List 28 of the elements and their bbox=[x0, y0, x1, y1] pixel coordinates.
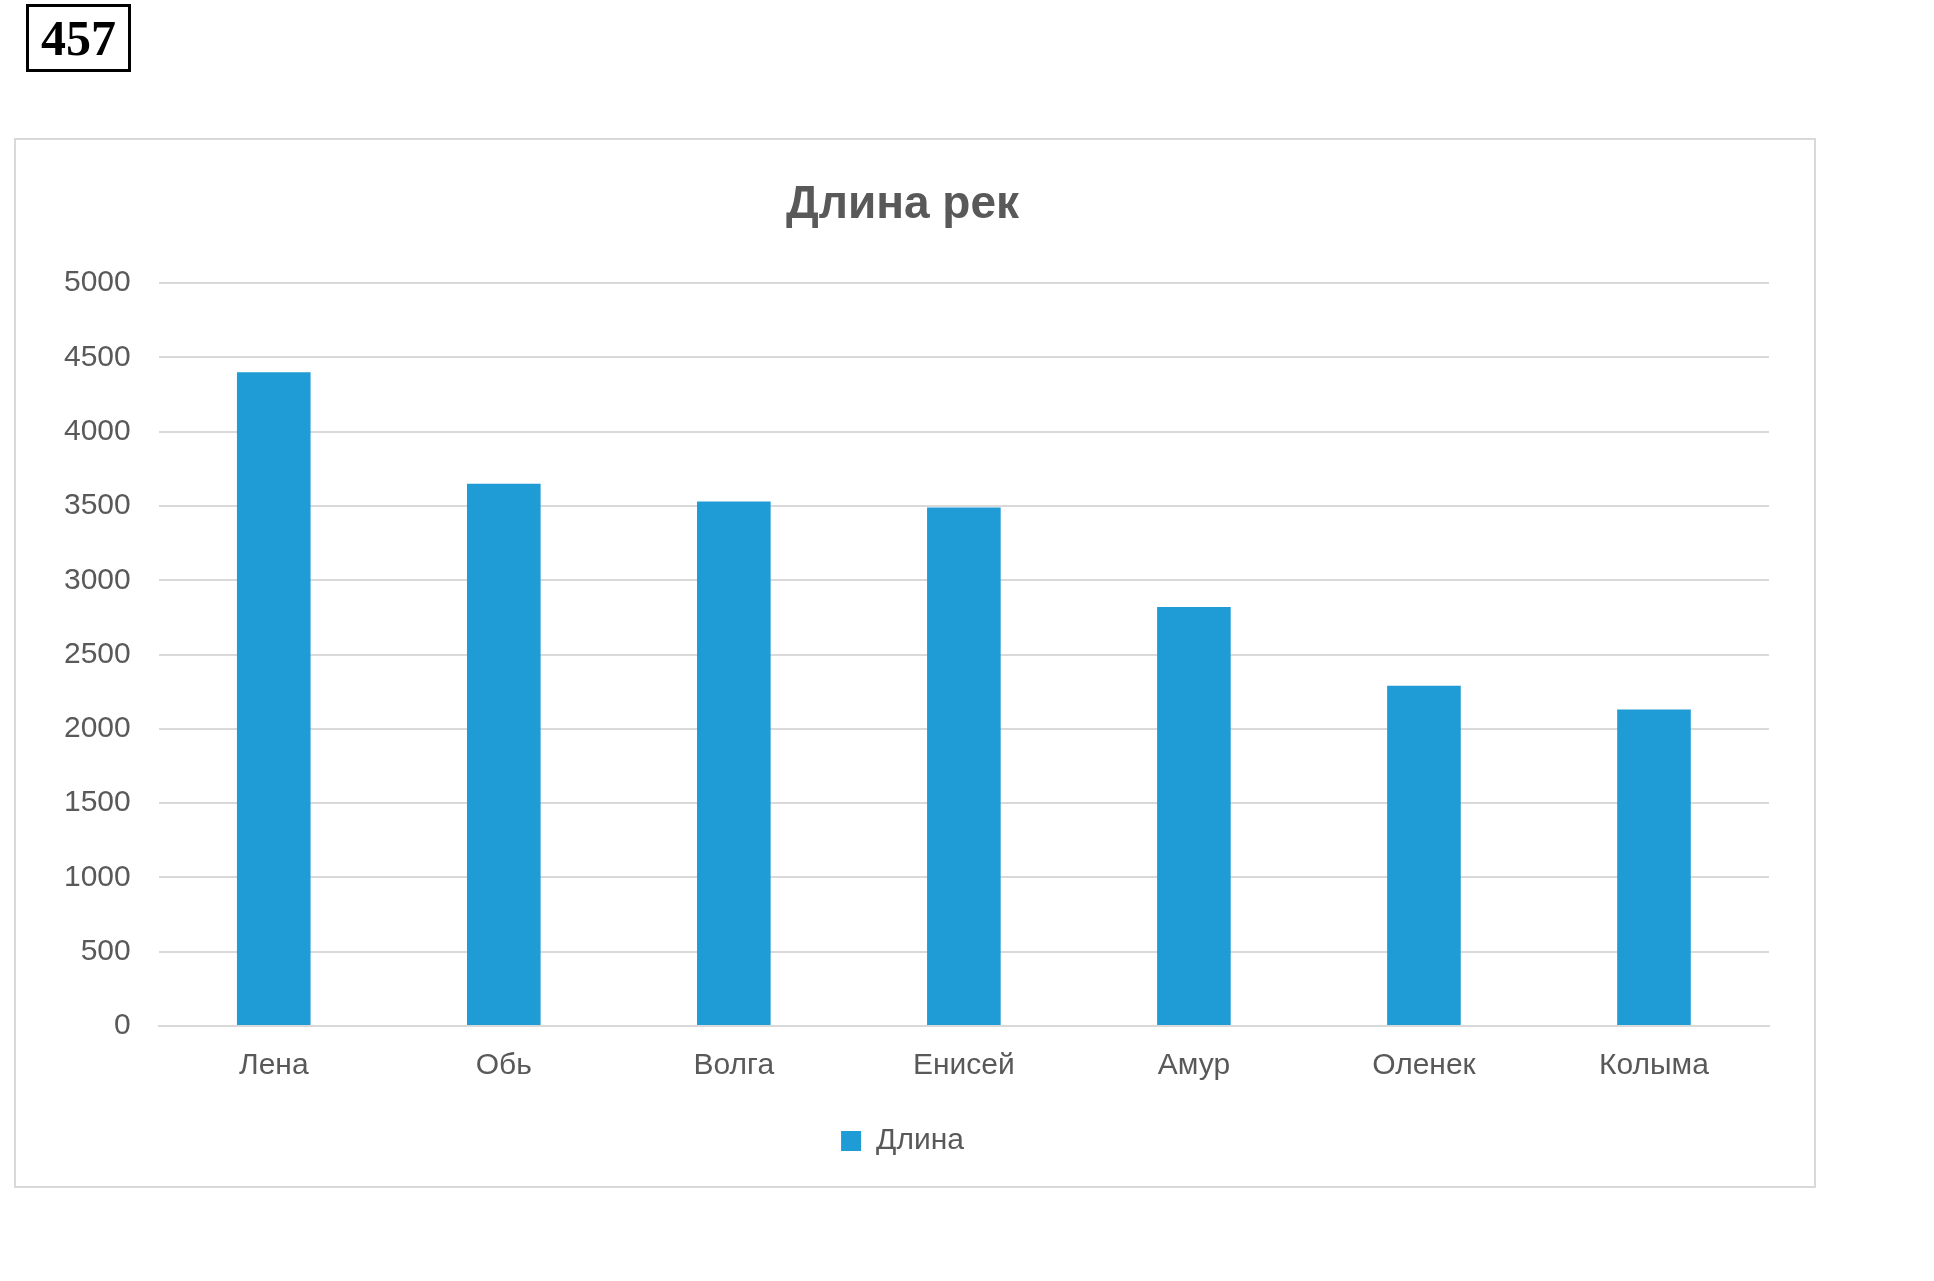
x-tick-label: Волга bbox=[693, 1047, 775, 1081]
y-tick-label: 5000 bbox=[63, 264, 131, 298]
y-tick-label: 2500 bbox=[63, 635, 131, 669]
bar bbox=[1157, 607, 1231, 1025]
bar bbox=[927, 507, 1001, 1025]
bar bbox=[466, 483, 541, 1025]
bar bbox=[697, 501, 771, 1025]
x-tick-label: Колыма bbox=[1599, 1047, 1710, 1081]
bar bbox=[1387, 685, 1461, 1025]
y-tick-label: 3500 bbox=[63, 487, 131, 521]
bar bbox=[1617, 709, 1691, 1025]
x-tick-label: Обь bbox=[475, 1047, 532, 1081]
y-tick-label: 3000 bbox=[63, 561, 131, 595]
legend-label: Длина bbox=[876, 1122, 965, 1156]
bar bbox=[236, 372, 311, 1025]
x-tick-label: Амур bbox=[1157, 1047, 1231, 1081]
y-tick-label: 2000 bbox=[63, 710, 131, 744]
x-tick-label: Лена bbox=[238, 1047, 309, 1081]
x-tick-label: Енисей bbox=[912, 1047, 1015, 1081]
y-tick-label: 500 bbox=[80, 932, 131, 966]
y-tick-label: 1000 bbox=[63, 858, 131, 892]
x-tick-label: Оленек bbox=[1372, 1047, 1477, 1081]
chart-title: Длина рек bbox=[785, 176, 1021, 229]
y-tick-label: 1500 bbox=[63, 784, 131, 818]
text: 457 bbox=[26, 4, 131, 72]
y-tick-label: 4000 bbox=[63, 413, 131, 447]
y-tick-label: 4500 bbox=[63, 338, 131, 372]
y-tick-label: 0 bbox=[114, 1007, 131, 1041]
